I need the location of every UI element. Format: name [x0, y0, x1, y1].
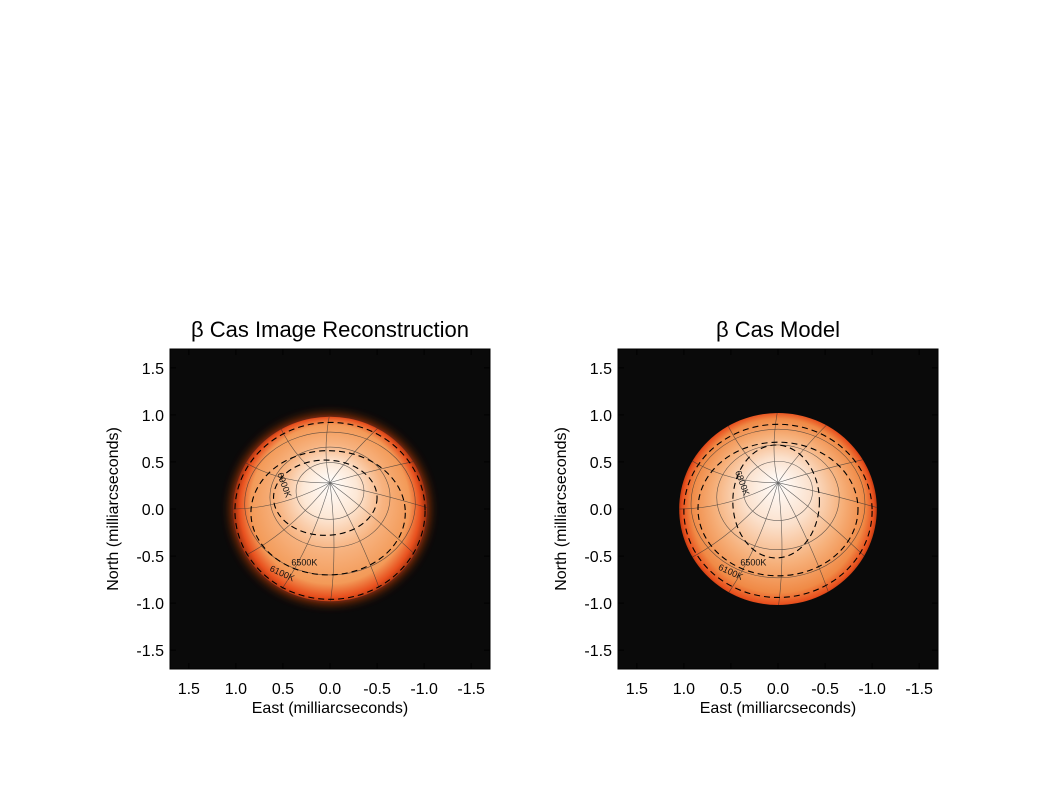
- y-tick-label: 0.5: [590, 455, 612, 472]
- longitude-line: [687, 458, 779, 483]
- contour-label: 6500K: [740, 558, 766, 568]
- x-tick-label: -0.5: [811, 681, 839, 698]
- x-tick-label: 0.0: [767, 681, 789, 698]
- longitude-line: [329, 482, 382, 593]
- stellar-disk: [233, 416, 427, 602]
- x-tick-label: 1.5: [178, 681, 200, 698]
- longitude-line: [679, 482, 779, 510]
- longitude-line: [777, 458, 868, 483]
- longitude-line: [325, 416, 331, 483]
- reconstruction-panel: β Cas Image Reconstruction 6900K 6500K 610…: [100, 315, 580, 725]
- x-tick-label: 1.0: [673, 681, 695, 698]
- longitude-line: [241, 460, 331, 484]
- x-tick-label: 0.5: [272, 681, 294, 698]
- longitude-line: [329, 460, 419, 483]
- temperature-contour: [683, 423, 873, 599]
- y-tick-label: 0.0: [590, 502, 612, 519]
- latitude-line: [690, 428, 866, 579]
- longitude-line: [329, 482, 335, 602]
- x-tick-label: 1.5: [626, 681, 648, 698]
- x-tick-label: -0.5: [363, 681, 391, 698]
- x-tick-label: -1.5: [905, 681, 933, 698]
- longitude-line: [329, 482, 427, 510]
- temperature-contour: [732, 444, 820, 559]
- y-tick-label: 1.0: [142, 408, 164, 425]
- y-tick-label: -0.5: [584, 549, 612, 566]
- temperature-contour: [250, 450, 406, 576]
- x-tick-label: -1.5: [457, 681, 485, 698]
- longitude-line: [777, 482, 877, 510]
- x-tick-label: 0.0: [319, 681, 341, 698]
- x-tick-label: -1.0: [858, 681, 886, 698]
- temperature-contour: [272, 459, 378, 536]
- reconstruction-title: β Cas Image Reconstruction: [191, 317, 469, 342]
- x-tick-label: 0.5: [720, 681, 742, 698]
- longitude-line: [773, 413, 779, 483]
- temperature-contour: [697, 441, 859, 577]
- longitude-line: [687, 482, 779, 560]
- x-axis-label: East (milliarcseconds): [700, 700, 856, 717]
- longitude-line: [777, 421, 831, 483]
- longitude-line: [241, 482, 331, 558]
- y-tick-label: -1.0: [584, 596, 612, 613]
- y-tick-label: -1.5: [136, 643, 164, 660]
- longitude-line: [725, 482, 779, 597]
- latlong-grid: [233, 416, 427, 602]
- y-tick-label: -0.5: [136, 549, 164, 566]
- y-tick-label: -1.5: [584, 643, 612, 660]
- contour-label: 6500K: [291, 557, 317, 567]
- latitude-line: [244, 431, 416, 576]
- y-tick-label: 0.5: [142, 455, 164, 472]
- longitude-line: [329, 424, 382, 483]
- y-tick-label: -1.0: [136, 596, 164, 613]
- longitude-line: [278, 482, 331, 594]
- y-tick-label: 1.5: [590, 361, 612, 378]
- y-tick-label: 0.0: [142, 502, 164, 519]
- stellar-disk: [679, 413, 877, 605]
- longitude-line: [777, 482, 783, 605]
- x-axis-label: East (milliarcseconds): [252, 700, 408, 717]
- temperature-contour: [234, 421, 426, 600]
- longitude-line: [777, 482, 869, 560]
- longitude-line: [278, 424, 331, 483]
- y-tick-label: 1.5: [142, 361, 164, 378]
- model-panel: β Cas Model 6800K 6500K 6100K 1.5 1.0 0.5 0.0-…: [548, 315, 1028, 725]
- longitude-line: [233, 482, 331, 510]
- model-title: β Cas Model: [716, 317, 840, 342]
- longitude-line: [329, 482, 419, 558]
- x-tick-label: -1.0: [410, 681, 438, 698]
- x-tick-label: 1.0: [225, 681, 247, 698]
- y-tick-label: 1.0: [590, 408, 612, 425]
- latitude-line: [295, 462, 365, 520]
- y-axis-label: North (milliarcseconds): [553, 427, 570, 591]
- y-axis-label: North (milliarcseconds): [105, 427, 122, 591]
- latitude-line: [743, 461, 813, 521]
